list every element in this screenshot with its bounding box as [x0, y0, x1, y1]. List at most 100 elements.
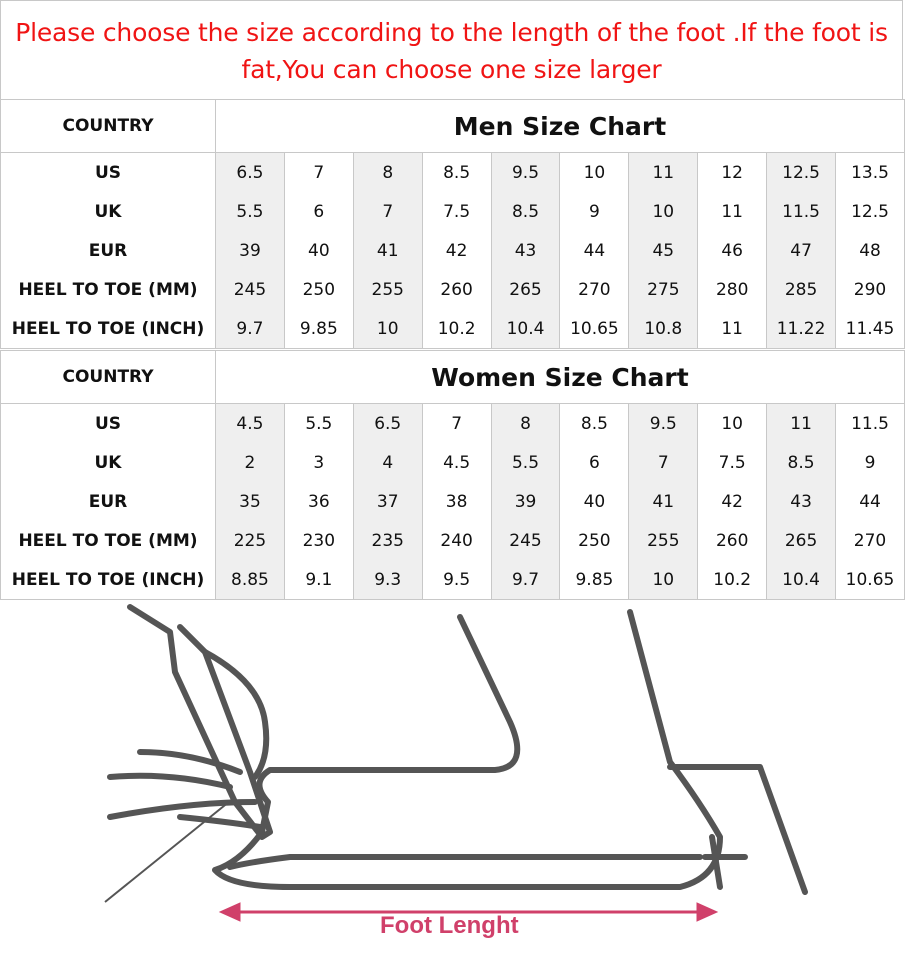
size-cell: 10.65: [835, 560, 905, 600]
size-cell: 11: [628, 152, 699, 192]
table-row: US 6.5 7 8 8.5 9.5 10 11 12 12.5 13.5: [0, 152, 905, 192]
size-cell: 36: [283, 482, 354, 521]
size-cell: 44: [559, 231, 630, 270]
size-cell: 35: [215, 482, 285, 521]
size-cell: 265: [490, 270, 561, 309]
row-label: US: [0, 152, 216, 192]
size-cell: 10.4: [490, 309, 561, 349]
size-cell: 11.45: [835, 309, 905, 349]
size-cell: 7: [352, 192, 423, 231]
size-cell: 230: [283, 521, 354, 560]
size-cell: 7: [628, 443, 699, 482]
table-row: HEEL TO TOE (MM) 245 250 255 260 265 270 275 280…: [0, 270, 905, 309]
row-label: EUR: [0, 231, 216, 270]
heel-mark: [702, 834, 748, 890]
size-cell: 40: [559, 482, 630, 521]
size-cell: 225: [215, 521, 285, 560]
size-cell: 8.5: [421, 152, 492, 192]
size-cell: 9.5: [421, 560, 492, 600]
size-cell: 255: [628, 521, 699, 560]
size-cell: 9.85: [559, 560, 630, 600]
row-label: UK: [0, 443, 216, 482]
size-cell: 39: [490, 482, 561, 521]
size-cell: 8.5: [559, 403, 630, 443]
size-cell: 9: [835, 443, 905, 482]
wall: [667, 764, 808, 895]
size-cell: 250: [559, 521, 630, 560]
size-cell: 9.1: [283, 560, 354, 600]
size-cell: 11: [766, 403, 837, 443]
size-cell: 250: [283, 270, 354, 309]
size-cell: 7: [421, 403, 492, 443]
size-cell: 240: [421, 521, 492, 560]
size-cell: 10: [697, 403, 768, 443]
size-cell: 235: [352, 521, 423, 560]
size-notice: Please choose the size according to the …: [0, 0, 903, 99]
table-row: EUR 39 40 41 42 43 44 45 46 47 48: [0, 231, 905, 270]
men-chart-title: Men Size Chart: [215, 99, 905, 153]
size-cell: 10: [559, 152, 630, 192]
table-row: EUR 35 36 37 38 39 40 41 42 43 44: [0, 482, 905, 521]
size-cell: 9: [559, 192, 630, 231]
size-cell: 44: [835, 482, 905, 521]
size-cell: 270: [835, 521, 905, 560]
size-cell: 42: [697, 482, 768, 521]
size-cell: 9.3: [352, 560, 423, 600]
size-cell: 11: [697, 309, 768, 349]
size-cell: 41: [352, 231, 423, 270]
length-arrow: [218, 902, 719, 922]
size-cell: 4.5: [215, 403, 285, 443]
size-cell: 10: [628, 560, 699, 600]
size-cell: 270: [559, 270, 630, 309]
size-cell: 8: [352, 152, 423, 192]
men-size-table: COUNTRY Men Size Chart US 6.5 7 8 8.5 9.5 10 11 12…: [0, 99, 905, 349]
foot-length-caption: Foot Lenght: [380, 912, 519, 939]
size-cell: 8.85: [215, 560, 285, 600]
size-cell: 10.4: [766, 560, 837, 600]
size-cell: 7: [283, 152, 354, 192]
size-cell: 245: [490, 521, 561, 560]
size-cell: 45: [628, 231, 699, 270]
country-header: COUNTRY: [0, 99, 216, 153]
size-cell: 10.2: [697, 560, 768, 600]
size-cell: 10.2: [421, 309, 492, 349]
size-cell: 6.5: [352, 403, 423, 443]
size-cell: 9.7: [215, 309, 285, 349]
size-cell: 12.5: [766, 152, 837, 192]
size-cell: 13.5: [835, 152, 905, 192]
size-cell: 7.5: [697, 443, 768, 482]
size-cell: 40: [283, 231, 354, 270]
size-cell: 9.7: [490, 560, 561, 600]
size-cell: 5.5: [215, 192, 285, 231]
row-label: HEEL TO TOE (MM): [0, 270, 216, 309]
row-label: UK: [0, 192, 216, 231]
size-cell: 10.65: [559, 309, 630, 349]
foot-sole: [227, 854, 703, 870]
table-row: HEEL TO TOE (INCH) 8.85 9.1 9.3 9.5 9.7 9.85 10…: [0, 560, 905, 600]
table-row: US 4.5 5.5 6.5 7 8 8.5 9.5 10 11 11.5: [0, 403, 905, 443]
size-cell: 43: [490, 231, 561, 270]
women-header-row: COUNTRY Women Size Chart: [0, 350, 905, 404]
row-label: HEEL TO TOE (INCH): [0, 309, 216, 349]
size-cell: 6: [559, 443, 630, 482]
table-row: UK 5.5 6 7 7.5 8.5 9 10 11 11.5 12.5: [0, 192, 905, 231]
size-cell: 6.5: [215, 152, 285, 192]
size-cell: 9.85: [283, 309, 354, 349]
size-cell: 260: [697, 521, 768, 560]
size-cell: 8: [490, 403, 561, 443]
size-cell: 12.5: [835, 192, 905, 231]
table-row: UK 2 3 4 4.5 5.5 6 7 7.5 8.5 9: [0, 443, 905, 482]
size-cell: 10: [628, 192, 699, 231]
size-cell: 8.5: [766, 443, 837, 482]
size-cell: 9.5: [490, 152, 561, 192]
row-label: HEEL TO TOE (MM): [0, 521, 216, 560]
size-cell: 41: [628, 482, 699, 521]
size-cell: 43: [766, 482, 837, 521]
pen-outline: [127, 604, 273, 840]
paper-edge-line: [104, 796, 236, 903]
table-row: HEEL TO TOE (MM) 225 230 235 240 245 250 255 260…: [0, 521, 905, 560]
size-cell: 4.5: [421, 443, 492, 482]
size-cell: 38: [421, 482, 492, 521]
row-label: HEEL TO TOE (INCH): [0, 560, 216, 600]
size-cell: 5.5: [490, 443, 561, 482]
